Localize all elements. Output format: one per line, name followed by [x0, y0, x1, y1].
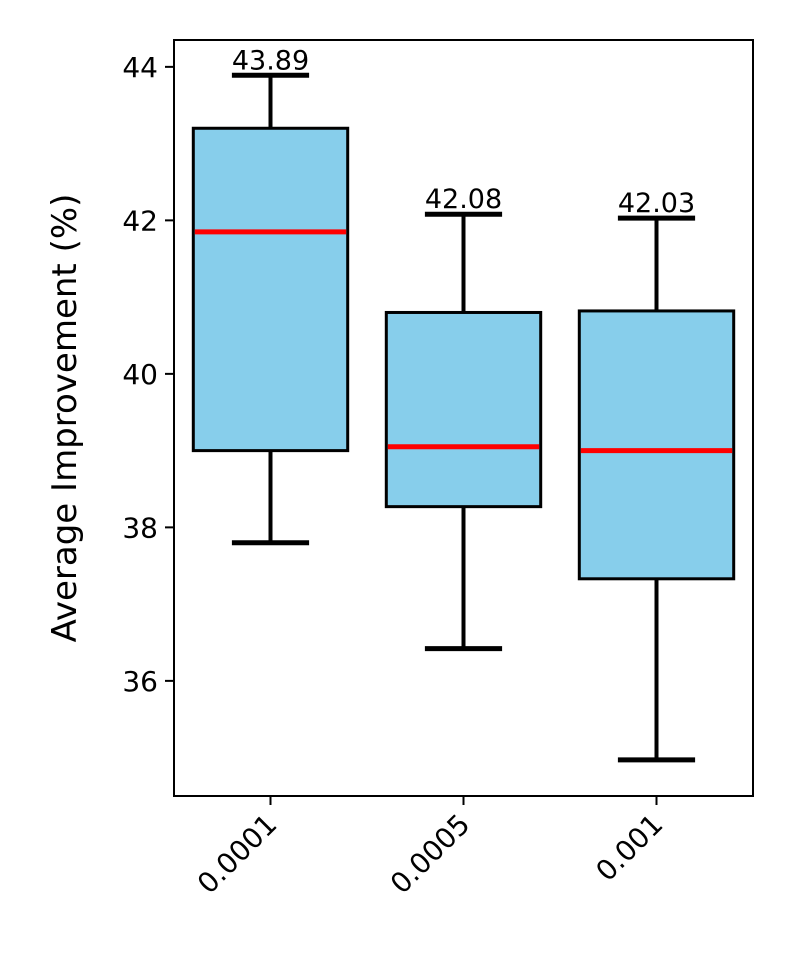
y-tick-label: 40: [122, 358, 158, 391]
y-tick-label: 38: [122, 511, 158, 544]
y-axis: 36 38 40 42 44: [122, 51, 174, 698]
boxes-layer: 43.89 42.08 42.03: [191, 45, 736, 763]
iqr-box: [191, 126, 350, 453]
x-tick-label: 0.0005: [384, 808, 477, 901]
max-value-label: 42.08: [425, 184, 502, 215]
x-tick-label: 0.0001: [191, 808, 284, 901]
y-tick-label: 42: [122, 204, 158, 237]
iqr-box: [384, 310, 543, 509]
x-axis: 0.0001 0.0005 0.001: [191, 796, 669, 901]
x-tick-label: 0.001: [589, 808, 669, 888]
max-value-label: 42.03: [618, 188, 695, 219]
box-group: 43.89: [191, 45, 350, 546]
y-tick-label: 44: [122, 51, 158, 84]
y-tick-label: 36: [122, 665, 158, 698]
max-value-label: 43.89: [232, 45, 309, 76]
iqr-box: [577, 309, 736, 581]
box-group: 42.03: [577, 188, 736, 763]
y-axis-label: Average Improvement (%): [45, 194, 85, 643]
box-group: 42.08: [384, 184, 543, 652]
